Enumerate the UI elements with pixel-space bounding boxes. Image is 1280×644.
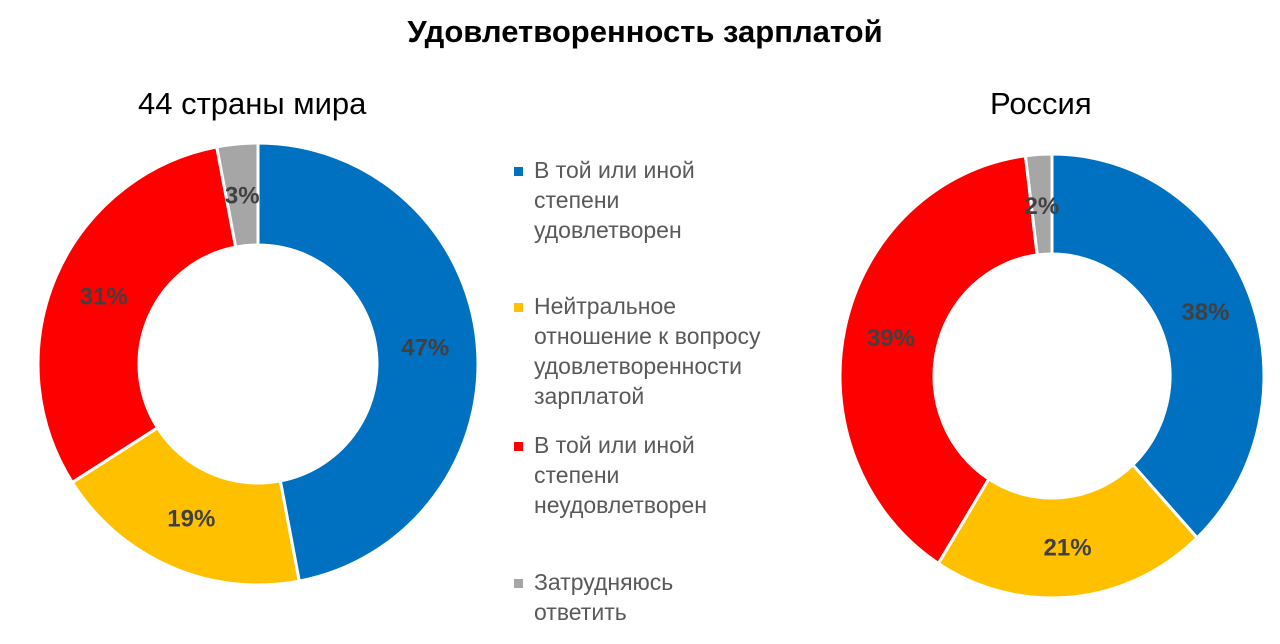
russia-label-satisfied: 38%: [1181, 299, 1229, 326]
legend-swatch-unsure: [514, 579, 523, 588]
russia-label-unsure: 2%: [1024, 193, 1059, 220]
legend-swatch-neutral: [514, 303, 523, 312]
world-slice-dissatisfied: [36, 145, 238, 485]
donut-chart-russia: 38% 21% 39% 2%: [838, 152, 1266, 600]
donut-chart-world: 47% 19% 31% 3%: [36, 141, 480, 587]
legend-swatch-dissatisfied: [514, 442, 523, 451]
chart-title: Удовлетворенность зарплатой: [407, 14, 883, 49]
world-slice-neutral: [70, 425, 301, 587]
russia-slice-unsure: [1023, 152, 1054, 257]
world-label-unsure: 3%: [225, 182, 260, 209]
legend-label-unsure: Затрудняюсь ответить: [534, 569, 674, 625]
legend-label-dissatisfied: В той или иной степени неудовлетворен: [534, 432, 707, 518]
legend-swatch-satisfied: [514, 167, 523, 176]
world-label-neutral: 19%: [167, 505, 215, 532]
russia-slice-satisfied: [1050, 152, 1266, 541]
world-slice-unsure: [215, 141, 260, 249]
world-label-satisfied: 47%: [401, 335, 449, 362]
world-label-dissatisfied: 31%: [80, 283, 128, 310]
subtitle-russia: Россия: [990, 86, 1092, 121]
legend-label-satisfied: В той или иной степени удовлетворен: [534, 157, 695, 243]
russia-slice-neutral: [936, 462, 1200, 600]
russia-label-neutral: 21%: [1044, 535, 1092, 562]
subtitle-world: 44 страны мира: [138, 86, 367, 121]
russia-slice-dissatisfied: [838, 154, 1039, 566]
world-slice-satisfied: [256, 141, 480, 583]
legend-label-neutral: Нейтральное отношение к вопросу удовлетв…: [534, 293, 761, 409]
russia-label-dissatisfied: 39%: [867, 325, 915, 352]
